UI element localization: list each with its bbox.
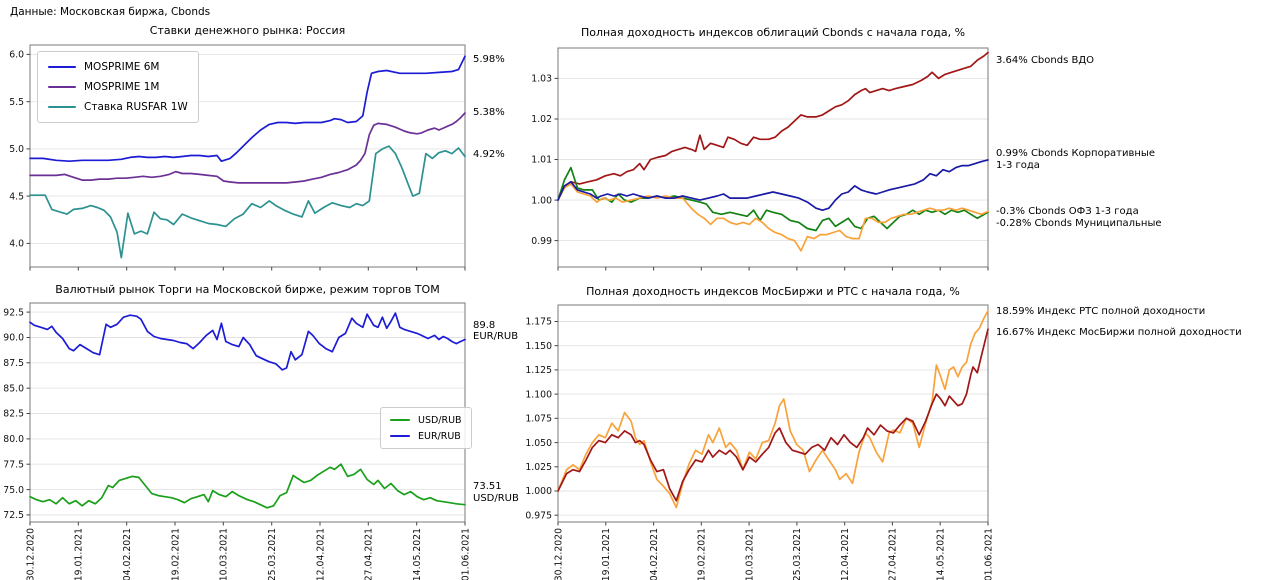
y-tick-label: 90.0 (3, 333, 24, 344)
y-tick-label: 4.0 (9, 239, 24, 250)
y-tick-label: 77.5 (3, 459, 24, 470)
legend-item: Ставка RUSFAR 1W (48, 97, 188, 117)
x-tick-label: 27.04.2021 (888, 528, 899, 580)
legend-label: MOSPRIME 6M (84, 61, 160, 73)
source-note: Данные: Московская биржа, Cbonds (10, 6, 211, 18)
legend-item: USD/RUB (390, 412, 462, 428)
x-tick-label: 19.01.2021 (601, 528, 612, 580)
line-end-label: 0.99% Cbonds Корпоративные 1-3 года (996, 148, 1155, 171)
legend-line-swatch (48, 66, 76, 68)
x-tick-label: 01.06.2021 (460, 528, 471, 580)
rts-index-line (557, 309, 989, 509)
mosprime-1m-line (29, 112, 466, 184)
y-tick-label: 1.000 (525, 486, 552, 497)
y-tick-label: 4.5 (9, 191, 24, 202)
legend-label: EUR/RUB (418, 430, 461, 442)
x-tick-label: 14.05.2021 (412, 528, 423, 580)
line-end-label: 18.59% Индекс РТС полной доходности (996, 306, 1206, 318)
y-tick-label: 1.075 (525, 414, 552, 425)
line-end-label: 16.67% Индекс МосБиржи полной доходности (996, 327, 1242, 339)
x-tick-label: 12.04.2021 (315, 528, 326, 580)
eur-rub-line (29, 312, 466, 371)
rusfar-1w-line (29, 145, 466, 259)
y-tick-label: 0.975 (525, 510, 552, 521)
cbonds-corporate-line (557, 159, 989, 212)
line-end-label: 89.8 EUR/RUB (473, 319, 519, 343)
y-tick-label: 1.025 (525, 462, 552, 473)
moex-index-line (557, 328, 989, 502)
y-tick-label: 1.100 (525, 389, 552, 400)
legend-item: MOSPRIME 1M (48, 77, 188, 97)
y-tick-label: 92.5 (3, 307, 24, 318)
legend: MOSPRIME 6M MOSPRIME 1M Ставка RUSFAR 1W (37, 51, 199, 123)
y-tick-label: 87.5 (3, 358, 24, 369)
y-tick-label: 1.125 (525, 365, 552, 376)
y-tick-label: 1.00 (531, 195, 552, 206)
chart-title-money-market: Ставки денежного рынка: Россия (149, 24, 346, 37)
x-tick-label: 12.04.2021 (840, 528, 851, 580)
x-tick-label: 19.02.2021 (697, 528, 708, 580)
chart-title-cbonds-indices: Полная доходность индексов облигаций Cbo… (580, 26, 966, 39)
x-tick-label: 30.12.2020 (25, 528, 36, 580)
x-tick-label: 14.05.2021 (936, 528, 947, 580)
y-tick-label: 1.150 (525, 341, 552, 352)
line-end-label: 5.98% (473, 54, 505, 66)
line-end-label: -0.3% Cbonds ОФЗ 1-3 года (996, 205, 1139, 217)
chart-title-moex-rts: Полная доходность индексов МосБиржи и РТ… (586, 285, 960, 298)
x-tick-label: 19.01.2021 (74, 528, 85, 580)
x-tick-label: 10.03.2021 (219, 528, 230, 580)
x-tick-label: 25.03.2021 (792, 528, 803, 580)
line-end-label: 5.38% (473, 107, 505, 119)
line-end-label: 73.51 USD/RUB (473, 481, 519, 504)
y-tick-label: 5.5 (9, 97, 24, 108)
y-tick-label: 5.0 (9, 144, 24, 155)
legend-label: Ставка RUSFAR 1W (84, 101, 188, 113)
plot-border (557, 47, 989, 268)
x-tick-label: 19.02.2021 (170, 528, 181, 580)
y-tick-label: 72.5 (3, 510, 24, 521)
x-tick-label: 04.02.2021 (649, 528, 660, 580)
y-tick-label: 1.050 (525, 438, 552, 449)
x-tick-label: 10.03.2021 (744, 528, 755, 580)
y-tick-label: 0.99 (531, 236, 552, 247)
legend-line-swatch (390, 419, 410, 421)
legend: USD/RUB EUR/RUB (380, 407, 472, 449)
legend-line-swatch (48, 106, 76, 108)
x-tick-label: 30.12.2020 (553, 528, 564, 580)
x-tick-label: 25.03.2021 (267, 528, 278, 580)
y-tick-label: 82.5 (3, 409, 24, 420)
legend-line-swatch (390, 435, 410, 437)
legend-label: MOSPRIME 1M (84, 81, 160, 93)
line-end-label: 3.64% Cbonds ВДО (996, 55, 1095, 67)
y-tick-label: 1.03 (531, 74, 552, 85)
x-tick-label: 27.04.2021 (364, 528, 375, 580)
cbonds-municipal-line (557, 183, 989, 252)
cbonds-vdo-line (557, 51, 989, 201)
legend-line-swatch (48, 86, 76, 88)
x-tick-label: 04.02.2021 (122, 528, 133, 580)
legend-item: EUR/RUB (390, 428, 462, 444)
cbonds-ofz-line (557, 166, 989, 232)
y-tick-label: 1.175 (525, 317, 552, 328)
mosprime-6m-line (29, 55, 466, 163)
y-tick-label: 1.02 (531, 114, 552, 125)
usd-rub-line (29, 463, 466, 509)
line-end-label: -0.28% Cbonds Муниципальные (996, 218, 1162, 230)
legend-item: MOSPRIME 6M (48, 57, 188, 77)
y-tick-label: 1.01 (531, 155, 552, 166)
x-tick-label: 01.06.2021 (983, 528, 994, 580)
y-tick-label: 75.0 (3, 485, 24, 496)
y-tick-label: 85.0 (3, 383, 24, 394)
plot-border (557, 304, 989, 523)
line-end-label: 4.92% (473, 148, 505, 160)
y-tick-label: 6.0 (9, 50, 24, 61)
chart-title-fx-market: Валютный рынок Торги на Московской бирже… (55, 283, 440, 296)
legend-label: USD/RUB (418, 414, 462, 426)
y-tick-label: 80.0 (3, 434, 24, 445)
